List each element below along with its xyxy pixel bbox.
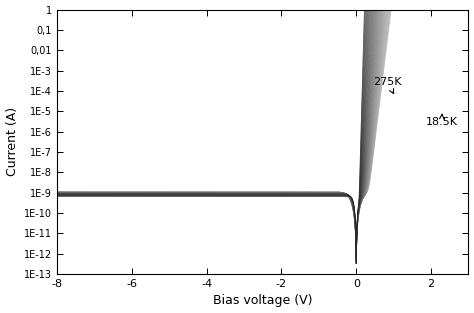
Text: 275K: 275K — [373, 77, 401, 94]
X-axis label: Bias voltage (V): Bias voltage (V) — [213, 295, 312, 307]
Text: 18.5K: 18.5K — [426, 114, 457, 127]
Y-axis label: Current (A): Current (A) — [6, 107, 18, 176]
